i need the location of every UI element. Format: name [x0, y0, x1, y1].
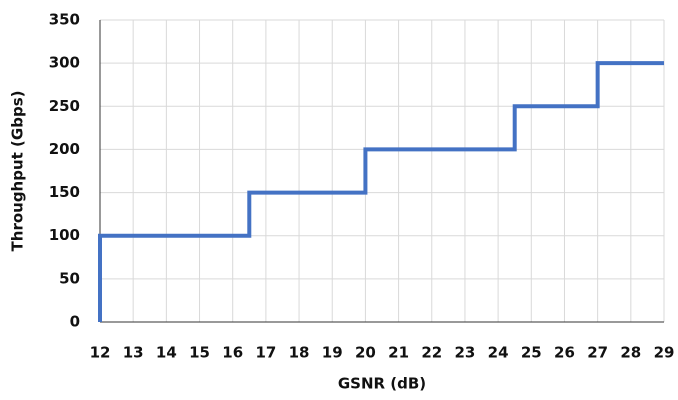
y-tick-label: 0 [70, 313, 80, 331]
step-line [98, 61, 664, 322]
x-tick-label: 18 [289, 344, 310, 362]
x-tick-label: 19 [322, 344, 343, 362]
x-tick-label: 17 [255, 344, 276, 362]
x-tick-label: 26 [554, 344, 575, 362]
x-tick-label: 14 [156, 344, 177, 362]
x-tick-label: 21 [388, 344, 409, 362]
x-tick-label: 20 [355, 344, 376, 362]
x-tick-label: 12 [90, 344, 111, 362]
y-tick-label: 200 [49, 140, 80, 158]
x-tick-label: 27 [587, 344, 608, 362]
x-tick-label: 25 [521, 344, 542, 362]
y-tick-label: 50 [59, 269, 80, 287]
x-tick-label: 16 [222, 344, 243, 362]
x-axis-title: GSNR (dB) [338, 375, 426, 393]
y-axis-title: Throughput (Gbps) [9, 91, 27, 252]
x-tick-label: 22 [421, 344, 442, 362]
x-tick-label: 23 [455, 344, 476, 362]
x-tick-label: 13 [123, 344, 144, 362]
y-tick-label: 150 [49, 183, 80, 201]
y-tick-label: 350 [49, 11, 80, 29]
y-tick-label: 250 [49, 97, 80, 115]
y-tick-label: 100 [49, 226, 80, 244]
x-tick-label: 24 [488, 344, 509, 362]
x-tick-label: 15 [189, 344, 210, 362]
x-tick-label: 28 [620, 344, 641, 362]
x-tick-label: 29 [654, 344, 675, 362]
y-tick-label: 300 [49, 54, 80, 72]
